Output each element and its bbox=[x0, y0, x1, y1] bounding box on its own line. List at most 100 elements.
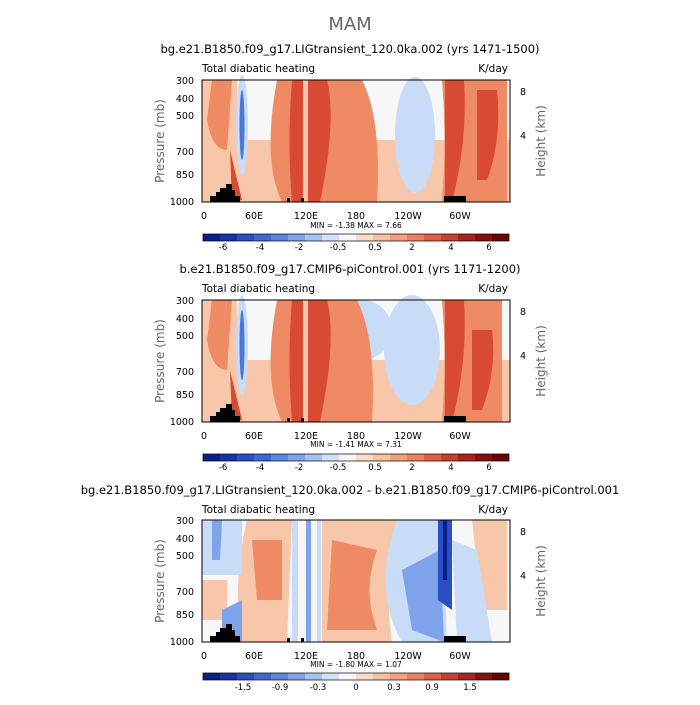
panel-1-subtitle: Total diabatic heating bbox=[201, 63, 315, 75]
panel-1-ytick-right-4: 4 bbox=[520, 131, 526, 142]
panel-1-colorbar-labels: -6 -4 -2 -0.5 0.5 2 4 6 bbox=[219, 243, 492, 253]
panel-1-xtick-0: 0 bbox=[201, 211, 207, 222]
panel-3-ytick-500: 500 bbox=[176, 551, 194, 562]
panel-3-xtick-60e: 60E bbox=[245, 651, 263, 662]
panel-2-colorbar-labels: -6 -4 -2 -0.5 0.5 2 4 6 bbox=[219, 463, 492, 473]
panel-3-cb-label-5: 0.3 bbox=[387, 683, 401, 693]
panel-2-ytick-1000: 1000 bbox=[170, 417, 194, 428]
panel-3-cb-label-6: 0.9 bbox=[425, 683, 439, 693]
panel-1-y-axis-right: 8 4 bbox=[520, 87, 526, 142]
panel-3-ylabel: Pressure (mb) bbox=[153, 539, 167, 623]
panel-2-x-axis: 0 60E 120E 180 120W 60W bbox=[201, 431, 471, 442]
panel-2-units: K/day bbox=[478, 283, 508, 295]
panel-2-xtick-0: 0 bbox=[201, 431, 207, 442]
panel-1-ytick-400: 400 bbox=[176, 94, 194, 105]
panel-1-title: bg.e21.B1850.f09_g17.LIGtransient_120.0k… bbox=[160, 42, 539, 56]
panel-1-y-axis: 300 400 500 700 850 1000 bbox=[170, 76, 194, 208]
panel-3-ylabel-right: Height (km) bbox=[534, 545, 548, 616]
page-title: MAM bbox=[328, 14, 371, 35]
panel-3-ytick-300: 300 bbox=[176, 516, 194, 527]
panel-2-ylabel: Pressure (mb) bbox=[153, 319, 167, 403]
panel-1-colorbar bbox=[202, 233, 510, 242]
panel-1-ytick-1000: 1000 bbox=[170, 197, 194, 208]
panel-3-colorbar bbox=[202, 672, 510, 681]
panel-2-cb-label-5: 0.5 bbox=[368, 463, 382, 473]
panel-3-y-axis-right: 8 4 bbox=[520, 527, 526, 582]
panel-2-ytick-300: 300 bbox=[176, 296, 194, 307]
panel-3-xtick-120w: 120W bbox=[394, 651, 422, 662]
panel-1-ytick-300: 300 bbox=[176, 76, 194, 87]
panel-2-xtick-120e: 120E bbox=[294, 431, 318, 442]
panel-2-y-axis: 300 400 500 700 850 1000 bbox=[170, 296, 194, 428]
panel-3-subtitle: Total diabatic heating bbox=[201, 504, 315, 516]
panel-2-xtick-60e: 60E bbox=[245, 431, 263, 442]
panel-2: b.e21.B1850.f09_g17.CMIP6-piControl.001 … bbox=[153, 262, 548, 473]
panel-3-colorbar-labels: -1.5 -0.9 -0.3 0 0.3 0.9 1.5 bbox=[235, 683, 477, 693]
panel-2-ytick-500: 500 bbox=[176, 331, 194, 342]
panel-1-cb-label-4: -0.5 bbox=[330, 243, 347, 253]
panel-2-minmax: MIN = -1.41 MAX = 7.31 bbox=[310, 440, 402, 449]
panel-2-cb-label-4: -0.5 bbox=[330, 463, 347, 473]
panel-3-ytick-right-4: 4 bbox=[520, 571, 526, 582]
panel-2-ytick-850: 850 bbox=[176, 390, 194, 401]
panel-2-xtick-120w: 120W bbox=[394, 431, 422, 442]
panel-2-subtitle: Total diabatic heating bbox=[201, 283, 315, 295]
panel-3-minmax: MIN = -1.80 MAX = 1.07 bbox=[310, 660, 402, 669]
panel-3-xtick-180: 180 bbox=[347, 651, 365, 662]
panel-2-title: b.e21.B1850.f09_g17.CMIP6-piControl.001 … bbox=[179, 262, 520, 276]
panel-3-x-axis: 0 60E 120E 180 120W 60W bbox=[201, 651, 471, 662]
panel-2-ylabel-right: Height (km) bbox=[534, 325, 548, 396]
panel-3-title: bg.e21.B1850.f09_g17.LIGtransient_120.0k… bbox=[81, 483, 620, 497]
panel-2-colorbar bbox=[202, 453, 510, 462]
panel-1: bg.e21.B1850.f09_g17.LIGtransient_120.0k… bbox=[153, 42, 548, 253]
panel-1-cb-label-5: 0.5 bbox=[368, 243, 382, 253]
panel-1-ytick-right-8: 8 bbox=[520, 87, 526, 98]
panel-2-xtick-180: 180 bbox=[347, 431, 365, 442]
panel-3-ytick-700: 700 bbox=[176, 587, 194, 598]
panel-1-xtick-120e: 120E bbox=[294, 211, 318, 222]
panel-3-cb-label-1: -1.5 bbox=[235, 683, 252, 693]
panel-1-cb-label-7: 4 bbox=[448, 243, 453, 253]
panel-1-ylabel: Pressure (mb) bbox=[153, 99, 167, 183]
panel-1-units: K/day bbox=[478, 63, 508, 75]
panel-2-cb-label-1: -6 bbox=[219, 463, 227, 473]
panel-3-ytick-1000: 1000 bbox=[170, 637, 194, 648]
panel-1-xtick-180: 180 bbox=[347, 211, 365, 222]
panel-1-cb-label-1: -6 bbox=[219, 243, 227, 253]
panel-3-xtick-120e: 120E bbox=[294, 651, 318, 662]
panel-1-minmax: MIN = -1.38 MAX = 7.66 bbox=[310, 221, 402, 230]
panel-3-plot bbox=[201, 519, 511, 643]
panel-1-xtick-60e: 60E bbox=[245, 211, 263, 222]
panel-1-ylabel-right: Height (km) bbox=[534, 105, 548, 176]
panel-2-cb-label-6: 2 bbox=[409, 463, 414, 473]
panel-2-ytick-right-4: 4 bbox=[520, 351, 526, 362]
panel-2-ytick-400: 400 bbox=[176, 314, 194, 325]
panel-1-cb-label-8: 6 bbox=[486, 243, 491, 253]
panel-1-x-axis: 0 60E 120E 180 120W 60W bbox=[201, 211, 471, 222]
panel-1-cb-label-3: -2 bbox=[295, 243, 303, 253]
panel-2-cb-label-8: 6 bbox=[486, 463, 491, 473]
panel-3-cb-label-3: -0.3 bbox=[310, 683, 327, 693]
panel-3-cb-label-4: 0 bbox=[353, 683, 358, 693]
panel-2-y-axis-right: 8 4 bbox=[520, 307, 526, 362]
panel-2-cb-label-2: -4 bbox=[256, 463, 264, 473]
panel-2-ytick-right-8: 8 bbox=[520, 307, 526, 318]
panel-3-y-axis: 300 400 500 700 850 1000 bbox=[170, 516, 194, 648]
panel-2-xtick-60w: 60W bbox=[449, 431, 471, 442]
panel-1-cb-label-6: 2 bbox=[409, 243, 414, 253]
panel-3: bg.e21.B1850.f09_g17.LIGtransient_120.0k… bbox=[81, 483, 620, 693]
panel-3-xtick-0: 0 bbox=[201, 651, 207, 662]
panel-2-cb-label-7: 4 bbox=[448, 463, 453, 473]
panel-3-units: K/day bbox=[478, 504, 508, 516]
panel-1-cb-label-2: -4 bbox=[256, 243, 264, 253]
panel-1-ytick-500: 500 bbox=[176, 111, 194, 122]
panel-3-ytick-850: 850 bbox=[176, 610, 194, 621]
panel-1-xtick-60w: 60W bbox=[449, 211, 471, 222]
panel-2-ytick-700: 700 bbox=[176, 367, 194, 378]
panel-1-ytick-850: 850 bbox=[176, 170, 194, 181]
panel-1-xtick-120w: 120W bbox=[394, 211, 422, 222]
panel-3-ytick-400: 400 bbox=[176, 534, 194, 545]
panel-3-ytick-right-8: 8 bbox=[520, 527, 526, 538]
panel-2-plot bbox=[201, 295, 511, 423]
